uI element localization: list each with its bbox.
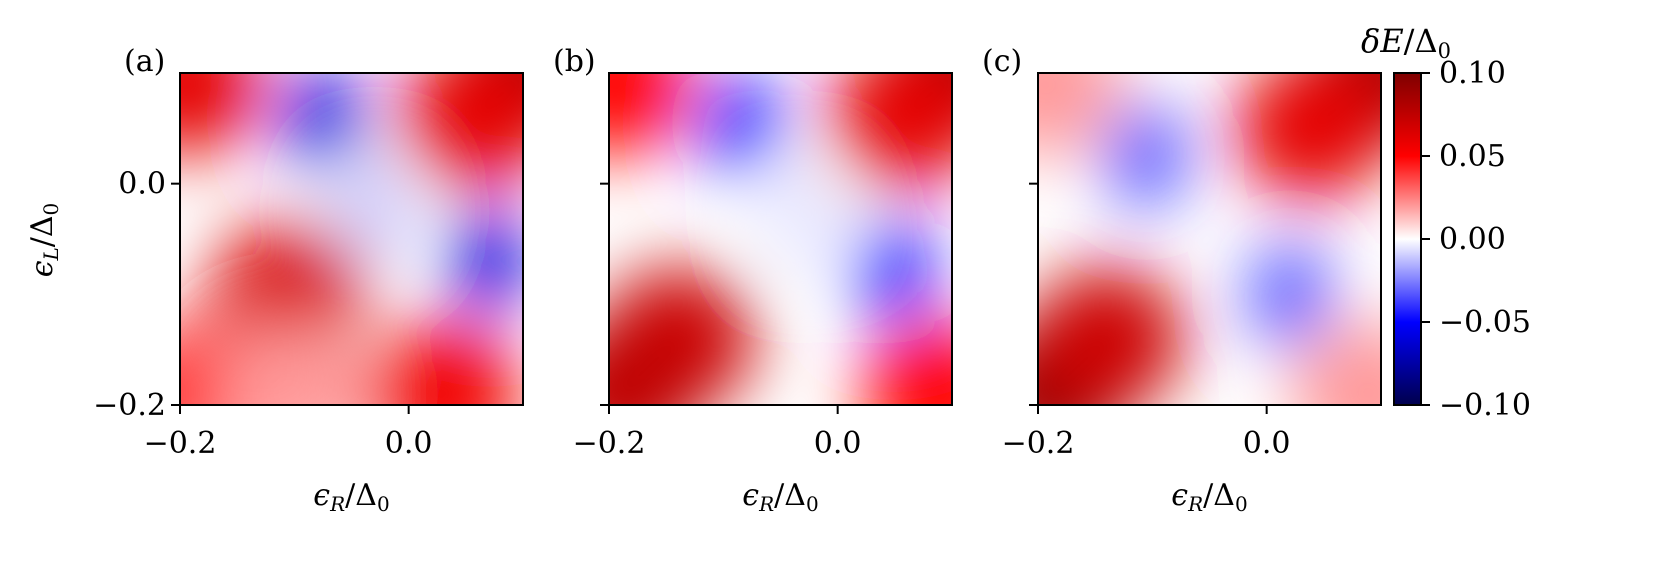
panel-label: (a) [124, 44, 165, 79]
panel-c: −0.2 0.0 (c) ϵR/Δ0 [982, 44, 1382, 516]
negative-region [1106, 104, 1187, 208]
positive-region [399, 73, 523, 190]
positive-region [1291, 321, 1381, 405]
negative-region [763, 164, 844, 269]
negative-region [282, 73, 363, 170]
colorbar-tick-label: 0.10 [1439, 56, 1506, 91]
positive-region [210, 222, 367, 367]
negative-region [334, 159, 415, 264]
colorbar-tick-label: 0.00 [1439, 222, 1506, 257]
x-tick-label: −0.2 [573, 426, 646, 461]
positive-region [609, 321, 699, 405]
axes-frame [179, 72, 524, 406]
colorbar-label: δE/Δ0 [1361, 22, 1451, 63]
colorbar: 0.10 0.05 0.00 −0.05 −0.10 δE/Δ0 [1361, 22, 1531, 423]
heatmap [180, 73, 523, 405]
x-axis-label: ϵR/Δ0 [742, 478, 818, 516]
colorbar-tick-label: 0.05 [1439, 139, 1506, 174]
y-axis-label: ϵL/Δ0 [25, 203, 63, 278]
axes-frame [608, 72, 953, 406]
panel-b: −0.2 0.0 (b) ϵR/Δ0 [553, 44, 953, 516]
heatmap [1038, 73, 1381, 405]
colorbar-tick-label: −0.05 [1439, 305, 1531, 340]
x-tick-label: −0.2 [1002, 426, 1075, 461]
axes-frame [1037, 72, 1382, 406]
colorbar-tick-label: −0.10 [1439, 388, 1531, 423]
positive-region [862, 321, 952, 405]
heatmap [609, 73, 952, 405]
positive-region [364, 321, 521, 405]
x-tick-label: 0.0 [1243, 426, 1291, 461]
x-axis-label: ϵR/Δ0 [1171, 478, 1247, 516]
positive-region [828, 73, 952, 190]
panel-label: (c) [982, 44, 1022, 79]
y-tick-label: −0.2 [93, 388, 166, 423]
positive-region [1038, 73, 1122, 157]
negative-region [854, 220, 935, 325]
y-tick-label: 0.0 [118, 167, 166, 202]
x-tick-label: −0.2 [144, 426, 217, 461]
x-tick-label: 0.0 [385, 426, 433, 461]
negative-region [700, 73, 781, 175]
panel-a: −0.2 0.0 −0.2 0.0 (a) ϵR/Δ0 [93, 44, 524, 516]
x-axis-label: ϵR/Δ0 [313, 478, 389, 516]
positive-region [1038, 266, 1185, 405]
colorbar-gradient [1394, 73, 1421, 405]
x-tick-label: 0.0 [814, 426, 862, 461]
negative-region [448, 209, 523, 314]
positive-region [210, 321, 367, 405]
positive-region [609, 73, 693, 157]
negative-region [1249, 242, 1330, 347]
positive-region [180, 73, 264, 157]
panel-label: (b) [553, 44, 596, 79]
positive-region [1234, 73, 1381, 201]
